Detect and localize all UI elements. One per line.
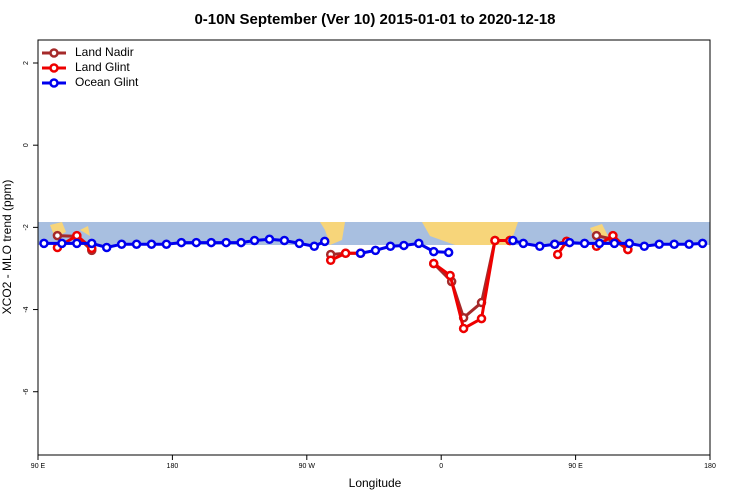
legend-label: Land Nadir bbox=[75, 45, 134, 59]
data-point bbox=[609, 238, 620, 249]
y-tick-label: -2 bbox=[23, 224, 30, 230]
data-point bbox=[443, 247, 454, 258]
data-point bbox=[654, 239, 664, 249]
y-tick-label: -4 bbox=[23, 306, 30, 312]
data-point bbox=[579, 238, 590, 249]
x-tick-label: 180 bbox=[704, 463, 716, 470]
data-point bbox=[490, 235, 500, 246]
data-point bbox=[370, 245, 381, 256]
legend-marker bbox=[49, 63, 59, 73]
land-patch bbox=[80, 226, 90, 236]
legend-label: Land Glint bbox=[75, 60, 130, 74]
data-point bbox=[101, 242, 112, 253]
data-point bbox=[176, 237, 187, 248]
data-point bbox=[549, 239, 560, 249]
data-point bbox=[552, 249, 563, 260]
data-point bbox=[428, 258, 439, 269]
data-point bbox=[206, 237, 216, 248]
data-point bbox=[445, 270, 455, 281]
x-axis-label: Longitude bbox=[349, 476, 402, 490]
data-point bbox=[264, 234, 275, 245]
data-point bbox=[624, 238, 635, 249]
data-point bbox=[131, 239, 142, 249]
data-point bbox=[355, 248, 366, 259]
x-tick-label: 90 E bbox=[568, 463, 583, 470]
data-point bbox=[535, 241, 545, 252]
data-point bbox=[39, 238, 49, 249]
data-point bbox=[325, 255, 336, 265]
data-point bbox=[236, 237, 246, 248]
x-tick-label: 90 W bbox=[299, 463, 316, 470]
data-point bbox=[72, 238, 82, 249]
ocean-band bbox=[38, 222, 710, 245]
y-tick-label: 2 bbox=[23, 61, 30, 65]
data-point bbox=[639, 241, 650, 252]
y-tick-label: 0 bbox=[23, 143, 30, 147]
data-point bbox=[697, 238, 708, 249]
data-point bbox=[414, 238, 424, 249]
data-point bbox=[146, 239, 157, 249]
data-point bbox=[309, 241, 320, 252]
data-point bbox=[52, 230, 63, 241]
data-point bbox=[399, 240, 409, 251]
data-point bbox=[591, 230, 602, 241]
legend-marker bbox=[49, 78, 59, 88]
data-point bbox=[684, 239, 694, 249]
data-point bbox=[608, 230, 618, 241]
y-tick-label: -6 bbox=[23, 389, 30, 395]
land-patch bbox=[320, 222, 345, 245]
data-point bbox=[564, 237, 575, 248]
data-point bbox=[249, 235, 260, 246]
data-point bbox=[294, 238, 305, 249]
data-point bbox=[340, 248, 351, 259]
x-tick-label: 90 E bbox=[31, 463, 46, 470]
chart-title: 0-10N September (Ver 10) 2015-01-01 to 2… bbox=[194, 11, 555, 28]
data-point bbox=[594, 238, 605, 249]
data-point bbox=[87, 238, 97, 249]
legend-marker bbox=[49, 48, 59, 58]
data-point bbox=[161, 239, 172, 249]
data-point bbox=[72, 230, 82, 241]
data-point bbox=[191, 237, 202, 248]
x-tick-label: 0 bbox=[439, 463, 443, 470]
data-point bbox=[669, 239, 679, 249]
data-point bbox=[319, 236, 330, 247]
data-point bbox=[221, 237, 231, 248]
data-point bbox=[476, 313, 487, 324]
y-axis-label: XCO2 - MLO trend (ppm) bbox=[0, 180, 14, 315]
data-point bbox=[385, 241, 396, 252]
data-point bbox=[508, 235, 518, 246]
data-point bbox=[428, 246, 439, 257]
data-point bbox=[458, 323, 469, 334]
data-point bbox=[116, 239, 127, 249]
data-point bbox=[57, 238, 67, 249]
data-point bbox=[279, 235, 290, 246]
x-tick-label: 180 bbox=[167, 463, 179, 470]
plot-frame bbox=[37, 39, 711, 456]
data-point bbox=[518, 238, 529, 249]
legend-label: Ocean Glint bbox=[75, 75, 139, 89]
